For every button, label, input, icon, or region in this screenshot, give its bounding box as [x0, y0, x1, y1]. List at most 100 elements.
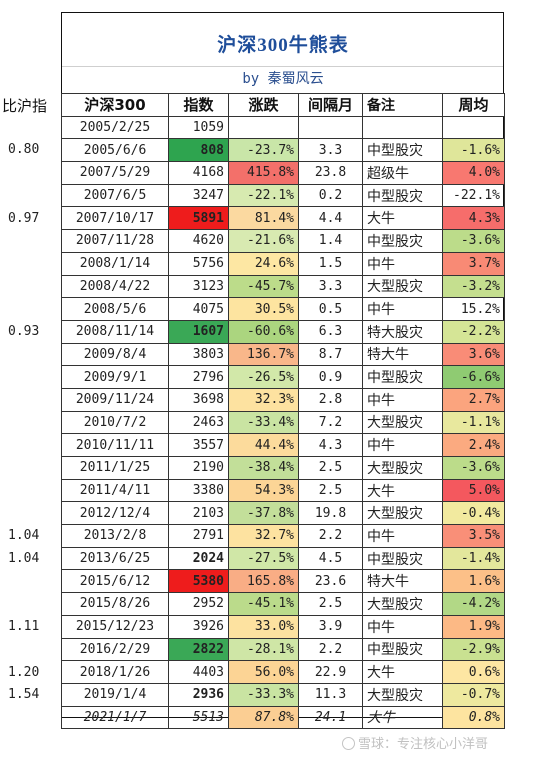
weekly-cell: 5.0%: [442, 478, 505, 503]
weekly-cell: -4.2%: [442, 592, 505, 616]
change-cell: 136.7%: [228, 342, 299, 367]
date-cell: 2009/11/24: [61, 387, 169, 412]
weekly-cell: [442, 115, 505, 140]
interval-cell: 2.5: [298, 592, 363, 616]
table-row: 2018/1/26 4403 56.0% 22.9 大牛 0.6%: [61, 660, 505, 684]
date-cell: 2011/1/25: [61, 456, 169, 480]
interval-cell: 8.7: [298, 342, 363, 367]
note-cell: 大型股灾: [362, 682, 443, 707]
note-cell: 超级牛: [362, 161, 443, 185]
col-header-index: 指数: [168, 93, 229, 117]
note-cell: 特大牛: [362, 569, 443, 594]
interval-cell: 24.1: [298, 705, 363, 730]
change-cell: 32.3%: [228, 387, 299, 412]
weekly-cell: 4.0%: [442, 161, 505, 185]
index-cell: 4168: [168, 161, 229, 185]
table-row: 2010/11/11 3557 44.4% 4.3 中牛 2.4%: [61, 433, 505, 457]
table-row: 2009/9/1 2796 -26.5% 0.9 中型股灾 -6.6%: [61, 365, 505, 389]
date-cell: 2011/4/11: [61, 478, 169, 503]
date-cell: 2015/8/26: [61, 592, 169, 616]
date-cell: 2005/2/25: [61, 115, 169, 140]
change-cell: -26.5%: [228, 365, 299, 389]
weekly-cell: -2.2%: [442, 319, 505, 344]
interval-cell: 3.9: [298, 614, 363, 639]
weekly-cell: 1.9%: [442, 614, 505, 639]
interval-cell: 4.3: [298, 433, 363, 457]
change-cell: 32.7%: [228, 524, 299, 548]
date-cell: 2012/12/4: [61, 501, 169, 526]
ratio-value: 0.93: [8, 324, 40, 339]
note-cell: 大型股灾: [362, 592, 443, 616]
interval-cell: 2.5: [298, 456, 363, 480]
note-cell: 大牛: [362, 206, 443, 231]
table-row: 2015/6/12 5380 165.8% 23.6 特大牛 1.6%: [61, 569, 505, 594]
note-cell: 大型股灾: [362, 501, 443, 526]
note-cell: 中牛: [362, 387, 443, 412]
sheet-subtitle: by 秦蜀风云: [242, 71, 324, 87]
note-cell: 大型股灾: [362, 456, 443, 480]
interval-cell: [298, 115, 363, 140]
date-cell: 2016/2/29: [61, 637, 169, 662]
interval-cell: 3.3: [298, 274, 363, 299]
interval-cell: 1.5: [298, 251, 363, 276]
table-row: 2015/8/26 2952 -45.1% 2.5 大型股灾 -4.2%: [61, 592, 505, 616]
note-cell: 中型股灾: [362, 138, 443, 163]
index-cell: 5513: [168, 705, 229, 730]
change-cell: 165.8%: [228, 569, 299, 594]
note-cell: 特大股灾: [362, 319, 443, 344]
date-cell: 2007/11/28: [61, 229, 169, 253]
index-cell: 4620: [168, 229, 229, 253]
change-cell: 44.4%: [228, 433, 299, 457]
date-cell: 2008/4/22: [61, 274, 169, 299]
index-cell: 3926: [168, 614, 229, 639]
index-cell: 2936: [168, 682, 229, 707]
watermark-text: 雪球：专注核心小洋哥: [358, 737, 489, 752]
table-row: 2009/11/24 3698 32.3% 2.8 中牛 2.7%: [61, 387, 505, 412]
note-cell: 中型股灾: [362, 365, 443, 389]
interval-cell: 0.2: [298, 183, 363, 208]
index-cell: 4403: [168, 660, 229, 684]
date-cell: 2007/10/17: [61, 206, 169, 231]
change-cell: -60.6%: [228, 319, 299, 344]
interval-cell: 0.5: [298, 297, 363, 321]
interval-cell: 11.3: [298, 682, 363, 707]
date-cell: 2009/9/1: [61, 365, 169, 389]
table-row: 2007/11/28 4620 -21.6% 1.4 中型股灾 -3.6%: [61, 229, 505, 253]
change-cell: -23.7%: [228, 138, 299, 163]
index-cell: 3380: [168, 478, 229, 503]
table-row: 2010/7/2 2463 -33.4% 7.2 大型股灾 -1.1%: [61, 410, 505, 435]
index-cell: 1607: [168, 319, 229, 344]
interval-cell: 0.9: [298, 365, 363, 389]
note-cell: 中牛: [362, 614, 443, 639]
table-row: 2008/5/6 4075 30.5% 0.5 中牛 15.2%: [61, 297, 505, 321]
index-cell: 3698: [168, 387, 229, 412]
note-cell: 特大牛: [362, 342, 443, 367]
table-row: 2007/6/5 3247 -22.1% 0.2 中型股灾 -22.1%: [61, 183, 505, 208]
table-row: 2012/12/4 2103 -37.8% 19.8 大型股灾 -0.4%: [61, 501, 505, 526]
date-cell: 2021/1/7: [61, 705, 169, 730]
interval-cell: 2.5: [298, 478, 363, 503]
note-cell: [362, 115, 443, 140]
col-header-interval: 间隔月: [298, 93, 363, 117]
weekly-cell: 0.6%: [442, 660, 505, 684]
note-cell: 中牛: [362, 433, 443, 457]
interval-cell: 6.3: [298, 319, 363, 344]
weekly-cell: 2.4%: [442, 433, 505, 457]
index-cell: 1059: [168, 115, 229, 140]
col-header-note: 备注: [362, 93, 443, 117]
ratio-column-header: 比沪指: [2, 97, 48, 115]
weekly-cell: 3.7%: [442, 251, 505, 276]
date-cell: 2008/5/6: [61, 297, 169, 321]
index-cell: 5756: [168, 251, 229, 276]
interval-cell: 2.8: [298, 387, 363, 412]
weekly-cell: 1.6%: [442, 569, 505, 594]
index-cell: 5891: [168, 206, 229, 231]
bull-bear-table: 沪深300 指数 涨跌 间隔月 备注 周均 2005/2/25 1059 2005/…: [61, 93, 505, 730]
ratio-value: 1.54: [8, 687, 40, 703]
date-cell: 2007/5/29: [61, 161, 169, 185]
interval-cell: 2.2: [298, 524, 363, 548]
note-cell: 大牛: [362, 705, 443, 730]
interval-cell: 2.2: [298, 637, 363, 662]
index-cell: 808: [168, 138, 229, 163]
table-row: 2008/1/14 5756 24.6% 1.5 中牛 3.7%: [61, 251, 505, 276]
